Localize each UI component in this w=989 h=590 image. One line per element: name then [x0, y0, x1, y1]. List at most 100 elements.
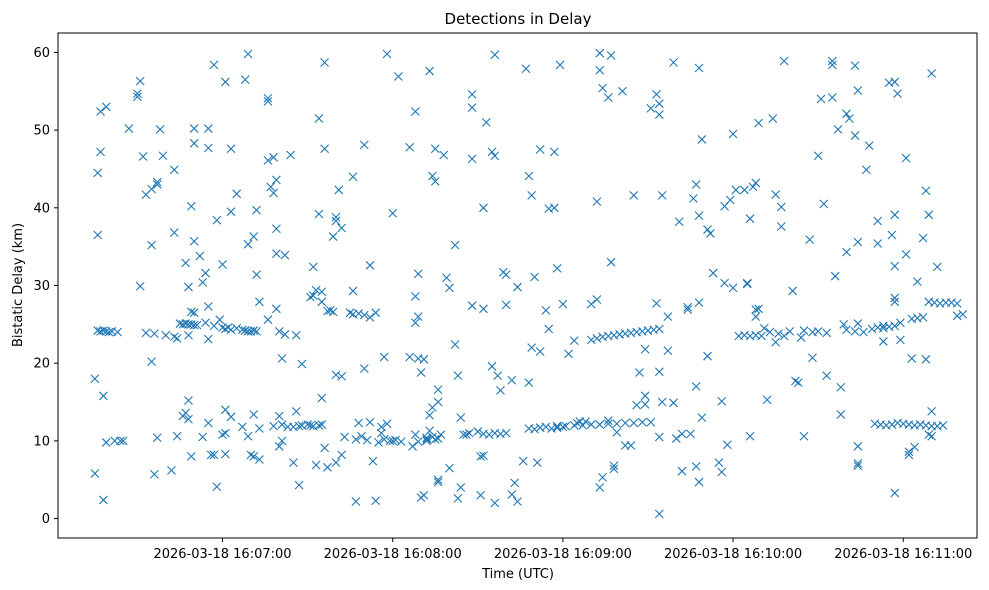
data-point-marker	[192, 320, 202, 330]
data-point-marker	[430, 144, 440, 154]
data-point-marker	[873, 239, 883, 248]
data-point-marker	[853, 86, 863, 95]
data-point-marker	[663, 312, 673, 321]
data-point-marker	[850, 326, 860, 336]
data-point-marker	[439, 150, 449, 160]
data-point-marker	[552, 264, 562, 273]
data-point-marker	[586, 335, 596, 345]
data-point-marker	[252, 326, 261, 336]
data-point-marker	[181, 408, 191, 418]
data-point-marker	[479, 451, 488, 461]
data-point-marker	[359, 364, 369, 374]
data-point-marker	[890, 261, 900, 271]
data-point-marker	[90, 374, 100, 384]
data-point-marker	[918, 312, 928, 322]
data-point-marker	[799, 326, 809, 335]
data-point-marker	[308, 291, 318, 300]
data-point-marker	[714, 458, 724, 468]
data-point-marker	[705, 229, 715, 238]
data-point-marker	[212, 482, 222, 492]
data-point-marker	[272, 249, 281, 259]
data-point-marker	[430, 177, 440, 186]
data-point-marker	[805, 235, 815, 245]
data-point-marker	[433, 475, 443, 485]
data-point-marker	[147, 357, 156, 367]
data-point-marker	[419, 354, 429, 364]
data-point-marker	[921, 354, 931, 364]
data-point-marker	[827, 60, 837, 70]
data-point-marker	[549, 147, 559, 157]
data-point-marker	[683, 302, 693, 312]
data-point-marker	[220, 449, 230, 459]
data-point-marker	[357, 431, 366, 441]
data-point-marker	[694, 211, 704, 220]
data-point-marker	[694, 477, 704, 487]
data-point-marker	[779, 56, 789, 66]
data-point-marker	[98, 391, 108, 401]
data-point-marker	[459, 430, 468, 440]
data-point-marker	[274, 411, 284, 421]
data-point-marker	[595, 48, 605, 58]
data-point-marker	[294, 421, 304, 431]
data-point-marker	[198, 278, 208, 287]
x-tick-label: 2026-03-18 16:07:00	[153, 547, 291, 562]
data-point-marker	[938, 420, 948, 430]
data-point-marker	[184, 330, 193, 340]
data-point-marker	[212, 215, 222, 225]
data-point-marker	[286, 150, 295, 160]
data-point-marker	[677, 429, 687, 439]
data-point-marker	[513, 497, 522, 506]
data-point-marker	[839, 319, 849, 329]
data-point-marker	[609, 461, 619, 471]
data-point-marker	[135, 281, 145, 291]
data-point-marker	[646, 417, 656, 427]
data-point-marker	[289, 458, 298, 468]
data-point-marker	[467, 154, 477, 164]
data-point-marker	[654, 99, 664, 109]
data-point-marker	[263, 156, 273, 165]
data-point-marker	[186, 201, 196, 211]
data-point-marker	[376, 422, 386, 432]
data-point-marker	[632, 400, 642, 410]
data-point-marker	[186, 452, 196, 461]
data-point-marker	[317, 420, 327, 429]
data-point-marker	[501, 270, 511, 280]
data-point-marker	[481, 117, 491, 127]
data-point-marker	[493, 371, 503, 381]
data-point-marker	[382, 419, 392, 429]
data-point-marker	[677, 466, 687, 476]
data-point-marker	[694, 63, 704, 73]
y-axis-title: Bistatic Delay (km)	[11, 223, 26, 347]
data-point-marker	[896, 335, 905, 345]
data-point-marker	[751, 312, 761, 321]
data-point-marker	[411, 107, 420, 116]
data-point-marker	[578, 420, 588, 430]
x-tick-label: 2026-03-18 16:09:00	[494, 547, 632, 562]
x-tick-label: 2026-03-18 16:10:00	[664, 547, 802, 562]
data-point-marker	[879, 321, 888, 331]
data-point-marker	[317, 297, 327, 307]
y-tick-label: 20	[33, 357, 50, 372]
data-point-marker	[813, 151, 823, 161]
data-point-marker	[345, 308, 355, 318]
data-point-marker	[697, 135, 707, 144]
data-point-marker	[272, 175, 281, 185]
data-point-marker	[232, 189, 242, 199]
data-point-marker	[595, 420, 605, 429]
data-point-marker	[836, 410, 846, 419]
data-point-marker	[592, 333, 602, 343]
data-point-marker	[518, 456, 528, 466]
data-point-marker	[280, 250, 290, 260]
data-point-marker	[629, 418, 639, 428]
data-point-marker	[351, 434, 361, 444]
data-point-marker	[629, 190, 639, 200]
data-point-marker	[237, 422, 247, 432]
y-axis-ticks: 0 10 20 30 40 50 60	[33, 46, 58, 527]
data-point-marker	[411, 318, 420, 328]
data-point-marker	[189, 138, 199, 148]
data-point-marker	[476, 452, 486, 461]
data-point-marker	[918, 233, 928, 243]
data-point-marker	[425, 66, 434, 76]
data-point-marker	[745, 431, 755, 441]
data-point-marker	[671, 434, 681, 443]
